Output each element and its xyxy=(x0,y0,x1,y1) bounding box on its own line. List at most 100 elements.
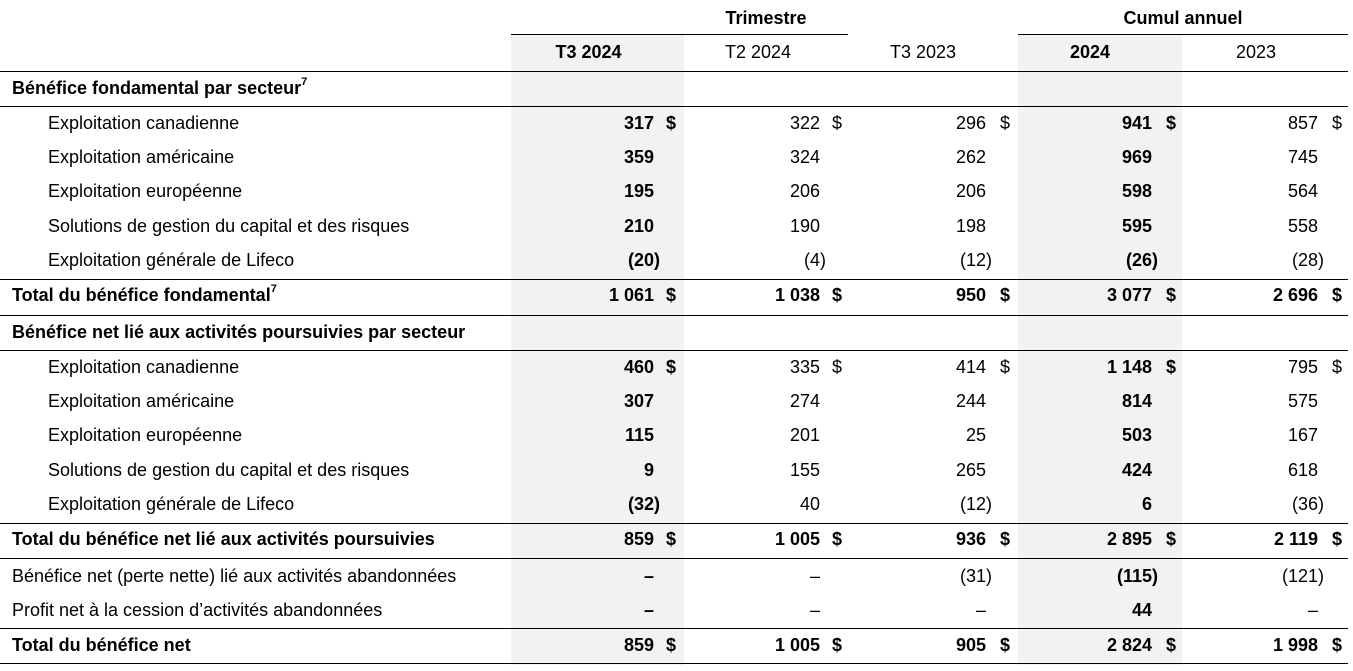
value-cell: 969 xyxy=(1121,147,1152,167)
currency-symbol: $ xyxy=(1000,635,1011,655)
currency-symbol: $ xyxy=(832,357,843,377)
footnote-ref: 7 xyxy=(270,283,277,295)
currency-symbol: $ xyxy=(1000,357,1011,377)
value-cell: 3 077 xyxy=(1106,285,1152,305)
value-cell: 1 148 xyxy=(1106,357,1152,377)
value-cell: 857 xyxy=(1287,113,1318,133)
column-header-t3-2024: T3 2024 xyxy=(555,42,622,62)
row-label: Exploitation américaine xyxy=(48,147,235,167)
value-cell: 296 xyxy=(955,113,986,133)
value-cell: – xyxy=(1307,600,1318,620)
value-cell: 40 xyxy=(799,494,820,514)
value-cell: 9 xyxy=(643,460,654,480)
value-cell: 335 xyxy=(789,357,820,377)
value-cell: 2 895 xyxy=(1106,529,1152,549)
value-cell: 2 696 xyxy=(1272,285,1318,305)
currency-symbol: $ xyxy=(1000,529,1011,549)
row-label: Profit net à la cession d’activités aban… xyxy=(12,600,383,620)
value-cell: 206 xyxy=(955,181,986,201)
value-cell: (20) xyxy=(627,250,660,270)
table-row: Solutions de gestion du capital et des r… xyxy=(0,210,1353,244)
value-cell: 195 xyxy=(623,181,654,201)
value-cell: 564 xyxy=(1287,181,1318,201)
row-label: Solutions de gestion du capital et des r… xyxy=(48,216,410,236)
section-title-core: Bénéfice fondamental par secteur7 xyxy=(0,72,1353,106)
currency-symbol: $ xyxy=(1166,635,1177,655)
value-cell: 115 xyxy=(624,425,654,445)
value-cell: (26) xyxy=(1125,250,1158,270)
total-rule xyxy=(0,628,1348,629)
value-cell: 936 xyxy=(955,529,986,549)
value-cell: (121) xyxy=(1281,566,1324,586)
value-cell: 1 005 xyxy=(774,529,820,549)
currency-symbol: $ xyxy=(666,285,677,305)
table-row: Exploitation générale de Lifeco xyxy=(0,244,1353,278)
value-cell: – xyxy=(809,566,820,586)
value-cell: 317 xyxy=(623,113,654,133)
value-cell: 950 xyxy=(955,285,986,305)
group-header-ytd: Cumul annuel xyxy=(1123,8,1243,28)
section-rule xyxy=(0,350,1348,351)
column-header-ytd-2024: 2024 xyxy=(1069,42,1111,62)
value-cell: (12) xyxy=(959,494,992,514)
total-net-label: Total du bénéfice net lié aux activités … xyxy=(12,529,435,549)
currency-symbol: $ xyxy=(1332,529,1343,549)
value-cell: 274 xyxy=(789,391,820,411)
value-cell: 414 xyxy=(955,357,986,377)
column-header-t2-2024: T2 2024 xyxy=(724,42,792,62)
value-cell: – xyxy=(975,600,986,620)
value-cell: 595 xyxy=(1121,216,1152,236)
row-label: Exploitation générale de Lifeco xyxy=(48,494,295,514)
value-cell: – xyxy=(643,566,654,586)
value-cell: 262 xyxy=(955,147,986,167)
currency-symbol: $ xyxy=(1166,357,1177,377)
value-cell: 210 xyxy=(623,216,654,236)
table-row: Exploitation européenne xyxy=(0,175,1353,209)
value-cell: 2 824 xyxy=(1106,635,1152,655)
value-cell: 307 xyxy=(623,391,654,411)
row-label: Exploitation américaine xyxy=(48,391,235,411)
table-row: Exploitation générale de Lifeco xyxy=(0,488,1353,522)
row-label: Exploitation européenne xyxy=(48,425,243,445)
section-title-core-text: Bénéfice fondamental par secteur xyxy=(12,78,302,98)
row-label: Exploitation européenne xyxy=(48,181,243,201)
value-cell: (32) xyxy=(627,494,660,514)
total-row-core: Total du bénéfice fondamental7 xyxy=(0,279,1353,313)
value-cell: 206 xyxy=(789,181,820,201)
grand-total-row: Total du bénéfice net xyxy=(0,629,1353,663)
total-rule xyxy=(0,279,1348,280)
table-row: Exploitation canadienne xyxy=(0,107,1353,141)
currency-symbol: $ xyxy=(832,113,843,133)
value-cell: (115) xyxy=(1116,566,1158,586)
value-cell: 6 xyxy=(1141,494,1152,514)
value-cell: 859 xyxy=(623,529,654,549)
grand-total-label: Total du bénéfice net xyxy=(12,635,191,655)
currency-symbol: $ xyxy=(832,529,843,549)
value-cell: 25 xyxy=(965,425,986,445)
group-underline-ytd xyxy=(1018,34,1348,35)
group-underline-quarter xyxy=(511,34,848,35)
value-cell: 244 xyxy=(955,391,986,411)
value-cell: 265 xyxy=(955,460,986,480)
row-label: Exploitation générale de Lifeco xyxy=(48,250,295,270)
table-row: Profit net à la cession d’activités aban… xyxy=(0,594,1353,628)
table-row: Exploitation américaine xyxy=(0,141,1353,175)
value-cell: (12) xyxy=(959,250,992,270)
value-cell: (31) xyxy=(959,566,992,586)
value-cell: 859 xyxy=(623,635,654,655)
table-row: Exploitation européenne xyxy=(0,419,1353,453)
section-title-net-text: Bénéfice net lié aux activités poursuivi… xyxy=(12,322,466,342)
footnote-ref: 7 xyxy=(301,76,308,88)
value-cell: (28) xyxy=(1291,250,1324,270)
value-cell: 1 005 xyxy=(774,635,820,655)
value-cell: (4) xyxy=(804,250,826,270)
currency-symbol: $ xyxy=(1332,113,1343,133)
currency-symbol: $ xyxy=(1332,285,1343,305)
value-cell: 814 xyxy=(1121,391,1152,411)
value-cell: (36) xyxy=(1291,494,1324,514)
currency-symbol: $ xyxy=(1332,357,1343,377)
currency-symbol: $ xyxy=(832,285,843,305)
column-header-t3-2023: T3 2023 xyxy=(889,42,957,62)
value-cell: 155 xyxy=(789,460,820,480)
currency-symbol: $ xyxy=(1166,113,1177,133)
